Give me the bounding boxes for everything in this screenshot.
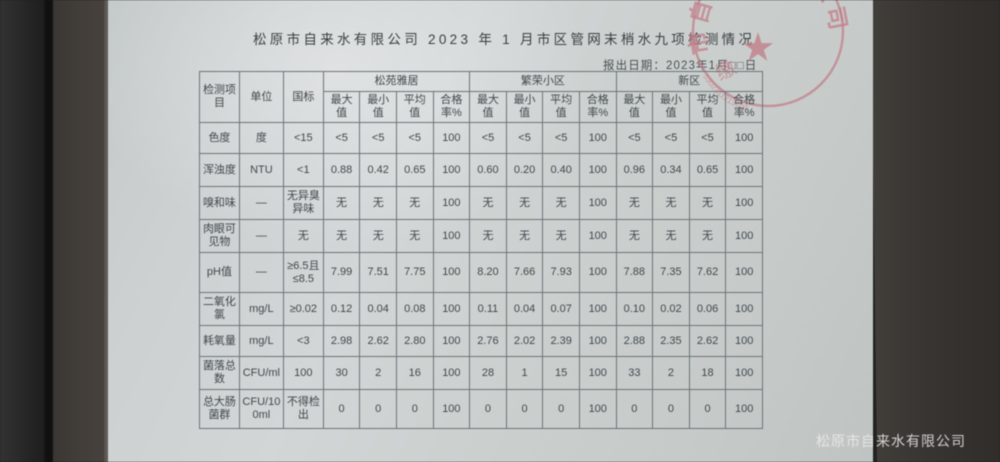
svg-text:市 自 来 水 有 限 公 司: 市 自 来 水 有 限 公 司 [684, 0, 851, 57]
